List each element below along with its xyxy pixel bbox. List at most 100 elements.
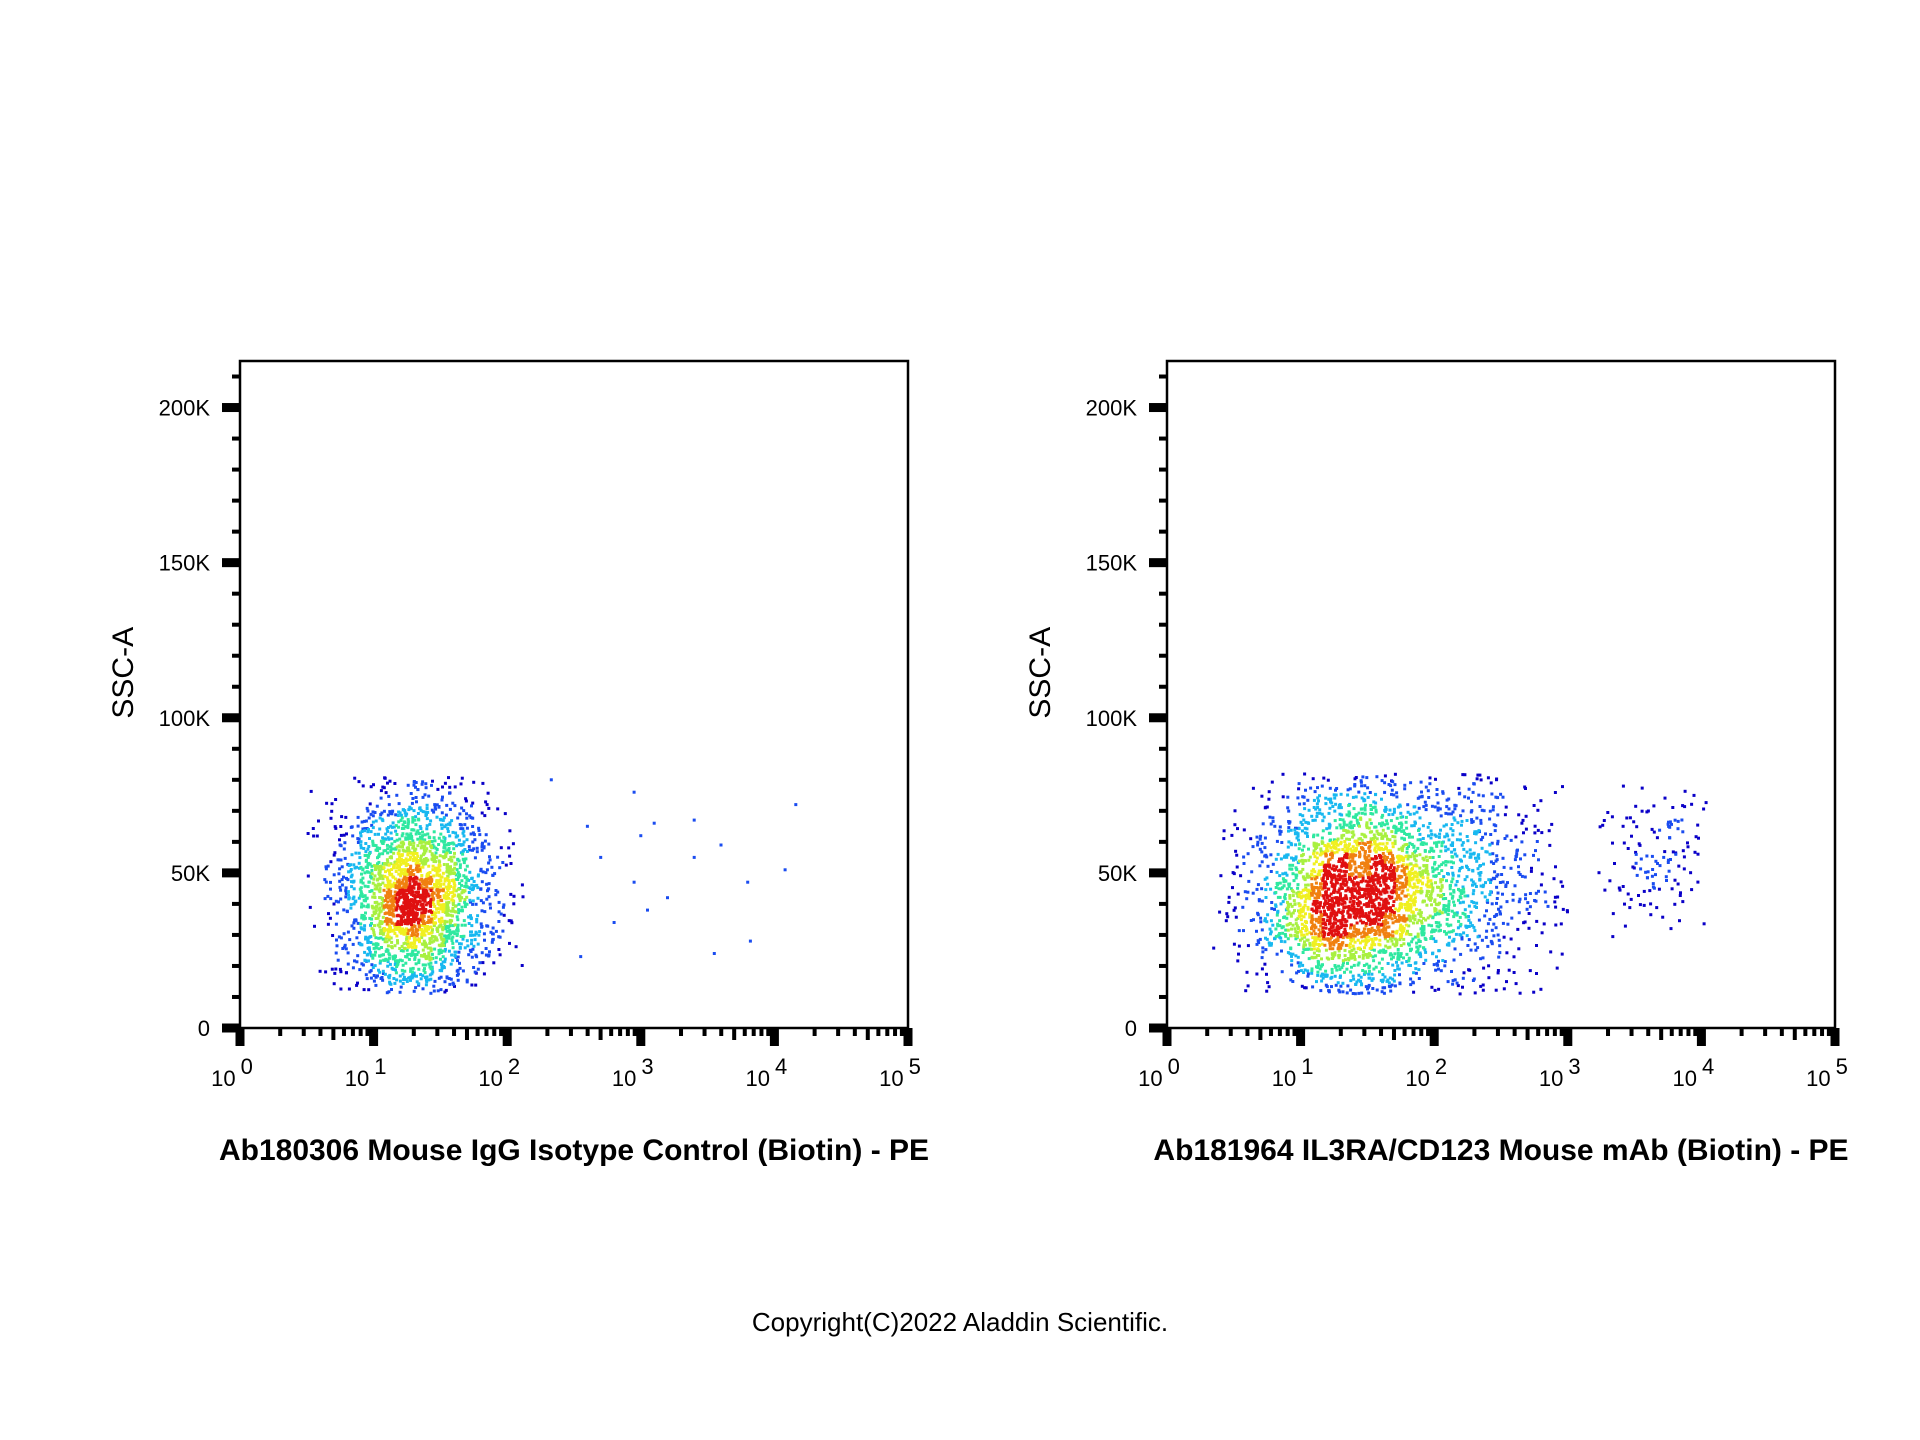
event-dot [458,942,461,946]
event-dot [378,852,382,856]
event-dot [1696,852,1700,856]
event-dot [1360,832,1364,836]
x-major-tick [769,1028,779,1046]
event-dot [1325,845,1329,849]
event-dot [431,855,435,858]
event-dot [1463,773,1467,777]
event-dot [461,831,465,835]
event-dot [389,862,393,866]
event-dot [1409,919,1412,923]
event-dot [1271,816,1275,820]
event-dot [1477,918,1481,922]
event-dot [427,915,431,919]
event-dot [1339,806,1343,810]
event-dot [330,809,334,813]
event-dot [1290,954,1293,958]
event-dot [1288,952,1292,956]
event-dot [428,887,432,891]
event-dot [467,845,471,849]
y-major-tick [222,868,240,878]
event-dot [1245,970,1249,974]
event-dot [1370,838,1374,842]
event-dot [456,923,460,927]
event-dot [469,916,473,920]
event-dot [1264,888,1268,892]
event-dot [1412,898,1416,902]
event-dot [342,945,346,949]
event-dot [375,884,379,888]
event-dot [460,879,464,883]
event-dot [1447,807,1451,811]
event-dot [393,839,397,843]
event-dot [1370,937,1374,941]
event-dot [1388,976,1392,980]
event-dot [1418,908,1422,912]
event-dot [1654,873,1657,877]
event-dot [1355,980,1359,984]
event-dot [1318,811,1322,815]
event-dot [1391,858,1394,862]
event-dot [1361,841,1365,845]
event-dot [1460,843,1464,847]
event-dot [1517,900,1521,904]
event-dot [378,876,382,880]
event-dot [1293,909,1296,913]
event-dot [366,863,370,867]
event-dot [1338,990,1342,994]
event-dot [499,912,503,916]
event-dot [421,942,425,946]
event-dot [1337,848,1341,852]
event-dot [1367,845,1371,849]
event-dot [418,868,422,872]
event-dot [403,922,407,926]
event-dot [1393,916,1397,919]
event-dot [372,931,376,935]
event-dot [405,948,409,952]
event-dot [473,884,476,888]
event-dot [412,879,416,883]
event-dot [449,855,453,859]
event-dot [419,896,422,900]
event-dot [399,907,403,911]
event-dot [387,794,391,798]
event-dot [1437,921,1441,925]
event-dot [1415,878,1419,882]
event-dot [1304,820,1308,824]
event-dot [1463,908,1467,912]
event-dot [1497,955,1501,959]
event-dot [1336,843,1340,847]
event-dot [424,893,428,897]
event-dot [393,944,397,948]
event-dot [395,923,399,926]
event-dot [339,825,343,828]
event-dot [1652,804,1656,808]
event-dot [1278,919,1282,923]
event-dot [479,899,483,903]
event-dot [1477,871,1481,875]
event-dot [1432,849,1436,853]
event-dot [1341,981,1345,985]
event-dot [1498,881,1502,884]
event-dot [1378,930,1382,934]
event-dot [1324,983,1328,987]
event-dot [1286,912,1290,916]
event-dot [380,811,384,815]
event-dot [1520,874,1524,878]
event-dot [357,866,361,870]
event-dot [324,867,328,871]
event-dot [1249,919,1253,922]
event-dot [369,941,373,944]
event-dot [404,920,407,924]
event-dot [1650,874,1654,878]
event-dot [428,965,432,969]
event-dot [1308,943,1312,947]
event-dot [1405,902,1409,906]
event-dot [367,988,371,992]
event-dot [342,932,346,936]
event-dot [483,938,486,942]
event-dot [1673,902,1677,906]
event-dot [1278,935,1282,939]
event-dot [1276,924,1280,928]
event-dot [474,932,478,935]
event-dot [464,881,468,885]
